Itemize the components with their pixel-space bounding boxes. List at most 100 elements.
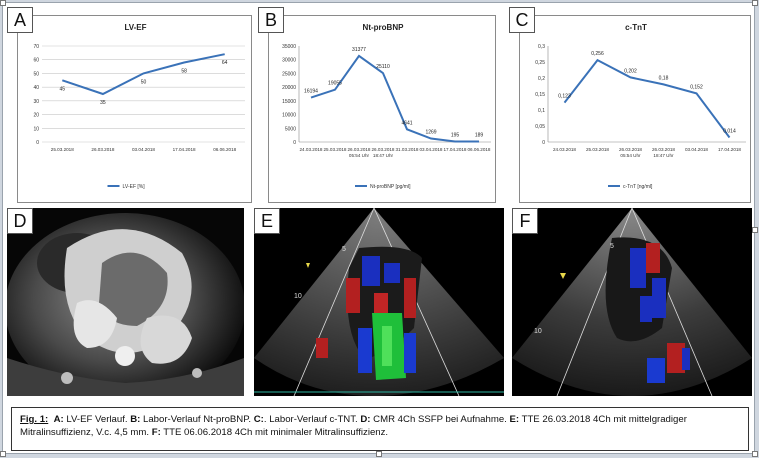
resize-handle-top-left[interactable] — [0, 0, 6, 6]
caption-d-text: CMR 4Ch SSFP bei Aufnahme. — [370, 414, 510, 425]
x-tick-label: 03.04.2018 — [685, 147, 708, 152]
f-marker-triangle — [560, 273, 566, 279]
data-label: 0,014 — [723, 129, 736, 135]
chart-c-box: c-TnT 0 0,05 0,1 0,15 0,2 0,25 0,3 24.03.2018 25.… — [519, 15, 751, 203]
caption-d-key: D: — [360, 414, 371, 425]
y-tick-label: 70 — [33, 44, 39, 50]
caption-f-key: F: — [151, 427, 161, 438]
data-label: 4641 — [401, 120, 412, 126]
data-label: 0,202 — [624, 68, 637, 74]
chart-title: Nt-proBNP — [363, 23, 405, 32]
data-label: 58 — [181, 68, 187, 74]
x-tick-label: 17.04.2018 — [173, 147, 196, 152]
chart-title: LV-EF — [124, 23, 146, 32]
data-label: 0,256 — [591, 51, 604, 57]
resize-handle-bottom-right[interactable] — [752, 451, 758, 457]
caption-c-key: C: — [253, 414, 264, 425]
caption-fig-label: Fig. 1: — [20, 414, 49, 425]
series-line — [61, 53, 225, 96]
x-tick-label: 03.04.2018 — [132, 147, 155, 152]
x-tick-label: 24.03.2018 — [300, 147, 323, 152]
e-marker-triangle — [306, 263, 310, 268]
data-label: 35 — [100, 100, 106, 106]
x-tick-label: 03.04.2018 — [420, 147, 443, 152]
y-tick-label: 20000 — [282, 85, 296, 91]
data-label: 50 — [141, 79, 147, 85]
panel-a: A LV-EF 0 10 20 30 40 50 60 70 25.03.2018 26.03.20… — [7, 7, 252, 203]
caption-e-text: TTE 26.03.2018 4Ch mit mittelgradiger Mi… — [20, 414, 687, 438]
legend-label: c-TnT [ng/ml] — [623, 184, 653, 190]
data-label: 189 — [475, 132, 484, 138]
caption-f-text: TTE 06.06.2018 4Ch mit minimaler Mitrali… — [160, 427, 389, 438]
data-label: 195 — [451, 132, 460, 138]
chart-b-box: Nt-proBNP 0 5000 10000 15000 20000 25000 30000 3… — [268, 15, 496, 203]
figure-frame: A LV-EF 0 10 20 30 40 50 60 70 25.03.2018 26.03.20… — [2, 2, 755, 454]
panel-letter-f: F — [512, 208, 538, 234]
panel-letter-d: D — [7, 208, 33, 234]
y-tick-label: 30000 — [282, 58, 296, 64]
e-depth-label-10: 10 — [294, 293, 302, 300]
panel-d-cmr-image: D — [7, 208, 244, 396]
data-label: 1269 — [425, 130, 436, 136]
x-tick-label: 31.03.2018 — [396, 147, 419, 152]
resize-handle-mid-right[interactable] — [752, 227, 758, 233]
series-line — [563, 58, 731, 139]
chart-nt-probnp: Nt-proBNP 0 5000 10000 15000 20000 25000 30000 3… — [282, 23, 491, 190]
caption-b-key: B: — [130, 414, 141, 425]
y-tick-label: 10 — [33, 126, 39, 132]
resize-handle-bottom-left[interactable] — [0, 451, 6, 457]
x-tick-label: 18:47 Uhr — [653, 153, 674, 158]
e-depth-label-5: 5 — [342, 246, 346, 253]
x-tick-label: 26.03.2018 — [619, 147, 642, 152]
panel-letter-e: E — [254, 208, 280, 234]
panel-letter-a: A — [7, 7, 33, 33]
y-tick-label: 5000 — [285, 126, 296, 132]
panel-e-tte-image: 5 10 E — [254, 208, 504, 396]
legend-label: Nt-proBNP [pg/ml] — [370, 184, 411, 190]
x-tick-label: 17.04.2018 — [444, 147, 467, 152]
panel-c: C c-TnT 0 0,05 0,1 0,15 0,2 0,25 0,3 24.03.2018 2… — [509, 7, 753, 203]
data-label: 16194 — [304, 89, 318, 95]
y-tick-label: 0 — [293, 140, 296, 146]
x-tick-label: 05:54 Uhr — [620, 153, 641, 158]
caption-a-key: A: — [53, 414, 64, 425]
data-label: 0,18 — [659, 75, 669, 81]
panel-letter-b: B — [258, 7, 284, 33]
x-tick-label: 26.03.2018 — [372, 147, 395, 152]
caption-c-text: . Labor-Verlauf c-TNT. — [263, 414, 361, 425]
resize-handle-bottom-mid[interactable] — [376, 451, 382, 457]
data-label: 19055 — [328, 81, 342, 87]
f-depth-label-5: 5 — [610, 243, 614, 250]
x-tick-label: 25.03.2018 — [51, 147, 74, 152]
chart-a-box: LV-EF 0 10 20 30 40 50 60 70 25.03.2018 26.03.2018… — [17, 15, 252, 203]
chart-c-tnt: c-TnT 0 0,05 0,1 0,15 0,2 0,25 0,3 24.03.2018 25.… — [535, 23, 746, 190]
x-tick-label: 06.06.2018 — [213, 147, 236, 152]
data-label: 45 — [60, 86, 66, 92]
y-tick-label: 0,1 — [538, 108, 545, 114]
y-tick-label: 0 — [36, 140, 39, 146]
data-label: 31377 — [352, 47, 366, 53]
x-tick-label: 26.03.2018 — [91, 147, 114, 152]
y-tick-label: 0,2 — [538, 76, 545, 82]
panel-b: B Nt-proBNP 0 5000 10000 15000 20000 25000 3000… — [258, 7, 496, 203]
y-tick-label: 20 — [33, 113, 39, 119]
data-label: 64 — [222, 60, 228, 66]
y-tick-label: 0,05 — [535, 124, 545, 130]
data-label: 25110 — [376, 64, 390, 70]
y-tick-label: 0 — [542, 140, 545, 146]
panel-f-tte-image: 5 10 F — [512, 208, 752, 396]
y-tick-label: 15000 — [282, 99, 296, 105]
caption-b-text: Labor-Verlauf Nt-proBNP. — [140, 414, 254, 425]
chart-title: c-TnT — [625, 23, 647, 32]
tte-minimal-mi-image: 5 10 — [512, 208, 752, 396]
y-tick-label: 35000 — [282, 44, 296, 50]
data-label: 0,123 — [558, 94, 571, 100]
x-tick-label: 24.03.2018 — [553, 147, 576, 152]
resize-handle-top-right[interactable] — [752, 0, 758, 6]
chart-lv-ef: LV-EF 0 10 20 30 40 50 60 70 25.03.2018 26.03.2018… — [33, 23, 245, 190]
legend-label: LV-EF [%] — [123, 184, 146, 190]
x-tick-label: 25.03.2018 — [586, 147, 609, 152]
y-tick-label: 60 — [33, 58, 39, 64]
data-label: 0,152 — [690, 84, 703, 90]
x-tick-label: 26.03.2018 — [652, 147, 675, 152]
